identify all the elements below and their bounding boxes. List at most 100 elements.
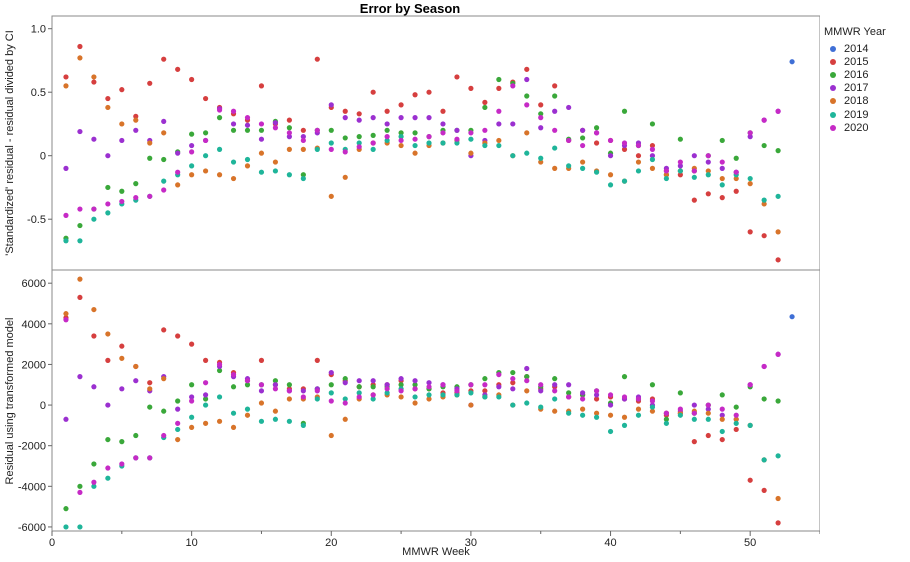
data-point-2018 bbox=[496, 137, 502, 144]
data-point-2016 bbox=[230, 384, 237, 390]
data-point-2020 bbox=[621, 140, 628, 146]
data-point-2016 bbox=[719, 137, 725, 144]
data-point-2019 bbox=[398, 134, 404, 140]
data-point-2020 bbox=[663, 410, 670, 416]
data-point-2017 bbox=[426, 115, 432, 121]
data-point-2018 bbox=[524, 130, 530, 136]
data-point-2017 bbox=[91, 384, 97, 390]
data-point-2016 bbox=[147, 404, 153, 410]
data-point-2020 bbox=[552, 388, 558, 394]
data-point-2019 bbox=[216, 394, 223, 400]
data-point-2019 bbox=[593, 414, 600, 420]
data-point-2019 bbox=[91, 483, 97, 489]
data-point-2020 bbox=[593, 130, 600, 136]
data-point-2015 bbox=[705, 191, 711, 197]
data-point-2020 bbox=[510, 83, 516, 89]
data-point-2020 bbox=[189, 398, 195, 404]
data-point-2020 bbox=[133, 195, 139, 201]
data-point-2020 bbox=[426, 134, 432, 140]
data-point-2017 bbox=[230, 121, 237, 127]
data-point-2015 bbox=[258, 83, 265, 89]
data-point-2016 bbox=[286, 125, 292, 131]
data-point-2016 bbox=[761, 396, 767, 402]
data-point-2020 bbox=[733, 412, 739, 418]
data-point-2019 bbox=[384, 390, 390, 396]
data-point-2018 bbox=[607, 412, 614, 418]
data-point-2015 bbox=[649, 142, 656, 149]
data-point-2018 bbox=[105, 331, 111, 337]
data-point-2020 bbox=[496, 108, 502, 114]
data-point-2016 bbox=[761, 142, 767, 149]
data-point-2018 bbox=[63, 83, 69, 89]
data-point-2016 bbox=[342, 135, 348, 141]
data-point-2019 bbox=[412, 142, 418, 149]
data-point-2019 bbox=[761, 457, 767, 463]
data-point-2020 bbox=[300, 394, 306, 400]
data-point-2019 bbox=[719, 428, 725, 435]
data-point-2015 bbox=[175, 66, 181, 72]
legend-item-2015: 2015 bbox=[824, 55, 908, 68]
data-point-2016 bbox=[677, 390, 683, 396]
data-point-2017 bbox=[258, 136, 265, 142]
data-point-2018 bbox=[300, 146, 306, 152]
legend-marker bbox=[830, 124, 836, 131]
data-point-2016 bbox=[482, 376, 488, 382]
data-point-2020 bbox=[580, 396, 586, 402]
data-point-2020 bbox=[538, 382, 544, 388]
data-point-2018 bbox=[733, 416, 739, 422]
x-tick-label: 0 bbox=[49, 537, 55, 549]
data-point-2017 bbox=[496, 384, 502, 390]
data-point-2017 bbox=[105, 153, 111, 159]
data-point-2019 bbox=[454, 140, 460, 146]
legend-label: 2018 bbox=[844, 95, 869, 108]
x-tick-label: 20 bbox=[325, 537, 337, 549]
data-point-2019 bbox=[775, 193, 781, 199]
data-point-2016 bbox=[216, 115, 223, 121]
data-point-2018 bbox=[244, 163, 251, 169]
data-point-2017 bbox=[175, 150, 181, 156]
legend-label: 2017 bbox=[844, 82, 869, 95]
data-point-2014 bbox=[789, 314, 795, 320]
data-point-2020 bbox=[593, 388, 600, 394]
data-point-2017 bbox=[719, 412, 725, 418]
data-point-2016 bbox=[370, 132, 376, 138]
data-point-2020 bbox=[328, 146, 334, 152]
data-point-2016 bbox=[342, 376, 348, 382]
data-point-2017 bbox=[189, 394, 195, 400]
legend-label: 2014 bbox=[844, 42, 869, 55]
data-point-2019 bbox=[552, 396, 558, 402]
data-point-2018 bbox=[258, 400, 265, 406]
data-point-2016 bbox=[328, 127, 334, 133]
data-point-2015 bbox=[119, 87, 125, 93]
data-point-2016 bbox=[133, 181, 139, 187]
data-point-2018 bbox=[705, 410, 711, 416]
data-point-2019 bbox=[510, 153, 516, 159]
data-point-2017 bbox=[524, 365, 530, 372]
data-point-2016 bbox=[412, 382, 418, 388]
data-point-2019 bbox=[328, 140, 334, 146]
data-point-2017 bbox=[328, 369, 334, 376]
data-point-2019 bbox=[635, 412, 642, 418]
data-point-2015 bbox=[63, 74, 69, 80]
data-point-2015 bbox=[524, 66, 530, 72]
data-point-2019 bbox=[691, 416, 697, 422]
legend-marker bbox=[830, 111, 836, 118]
data-point-2020 bbox=[635, 396, 642, 402]
data-point-2018 bbox=[552, 408, 558, 414]
data-point-2017 bbox=[91, 136, 97, 142]
data-point-2020 bbox=[258, 121, 265, 127]
data-point-2018 bbox=[733, 175, 739, 182]
data-point-2020 bbox=[398, 388, 404, 394]
data-point-2015 bbox=[189, 341, 195, 347]
data-point-2019 bbox=[663, 175, 670, 182]
data-point-2020 bbox=[286, 130, 292, 136]
data-point-2019 bbox=[370, 396, 376, 402]
data-point-2016 bbox=[649, 121, 656, 127]
data-point-2020 bbox=[175, 169, 181, 175]
legend-item-2014: 2014 bbox=[824, 42, 908, 55]
data-point-2017 bbox=[119, 137, 125, 144]
data-point-2018 bbox=[230, 424, 237, 431]
data-point-2017 bbox=[412, 378, 418, 384]
data-point-2020 bbox=[203, 137, 209, 144]
data-point-2019 bbox=[426, 140, 432, 146]
